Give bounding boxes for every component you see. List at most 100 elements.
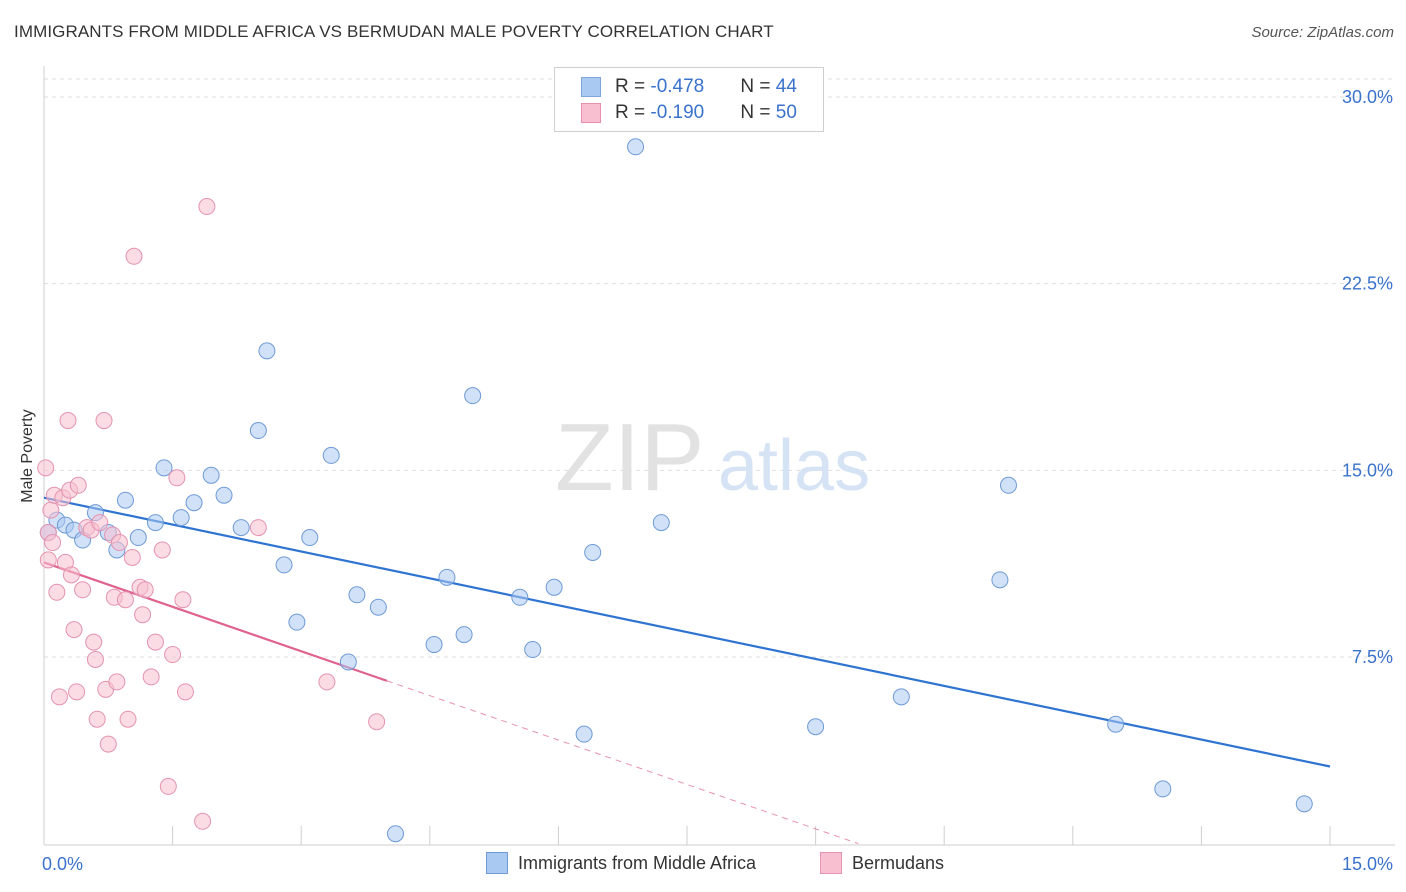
data-point-middle-africa — [146, 514, 164, 532]
data-point-bermudans — [85, 633, 103, 651]
source-label: Source: ZipAtlas.com — [1251, 24, 1394, 41]
data-point-bermudans — [44, 534, 62, 552]
data-point-bermudans — [86, 650, 104, 668]
data-point-middle-africa — [387, 825, 405, 843]
bottom-legend-bermudans[interactable]: Bermudans — [820, 852, 944, 874]
data-point-middle-africa — [339, 653, 357, 671]
data-point-middle-africa — [1154, 780, 1172, 798]
data-point-bermudans — [176, 683, 194, 701]
data-point-middle-africa — [202, 466, 220, 484]
data-point-bermudans — [136, 581, 154, 599]
data-points — [37, 138, 1313, 843]
tick-labels: 7.5% 15.0% 22.5% 30.0% 0.0% 15.0% — [42, 87, 1393, 874]
data-point-bermudans — [110, 534, 128, 552]
data-point-middle-africa — [511, 588, 529, 606]
data-point-middle-africa — [1107, 715, 1125, 733]
data-point-bermudans — [108, 673, 126, 691]
trend-line-extension-bermudans — [386, 680, 859, 845]
data-point-middle-africa — [172, 509, 190, 527]
data-point-bermudans — [62, 566, 80, 584]
data-point-middle-africa — [438, 568, 456, 586]
data-point-bermudans — [39, 551, 57, 569]
data-point-bermudans — [37, 459, 55, 477]
data-point-middle-africa — [652, 514, 670, 532]
data-point-middle-africa — [991, 571, 1009, 589]
data-point-bermudans — [153, 541, 171, 559]
y-tick-label: 30.0% — [1342, 87, 1393, 107]
data-point-middle-africa — [348, 586, 366, 604]
data-point-middle-africa — [258, 342, 276, 360]
legend-row-bermudans: R = -0.190 N = 50 — [581, 101, 797, 125]
data-point-bermudans — [146, 633, 164, 651]
legend-swatch-bermudans — [581, 103, 601, 123]
data-point-middle-africa — [1295, 795, 1313, 813]
data-point-middle-africa — [807, 718, 825, 736]
data-point-bermudans — [134, 606, 152, 624]
data-point-middle-africa — [155, 459, 173, 477]
data-point-bermudans — [91, 514, 109, 532]
legend-n-label: N = — [740, 102, 776, 123]
chart-title: IMMIGRANTS FROM MIDDLE AFRICA VS BERMUDA… — [14, 22, 774, 41]
data-point-bermudans — [50, 688, 68, 706]
data-point-bermudans — [142, 668, 160, 686]
bottom-legend-middle-africa[interactable]: Immigrants from Middle Africa — [486, 852, 756, 874]
data-point-bermudans — [194, 812, 212, 830]
data-point-bermudans — [42, 501, 60, 519]
data-point-middle-africa — [627, 138, 645, 156]
watermark: ZIP atlas — [555, 404, 870, 511]
watermark-zip: ZIP — [555, 404, 704, 511]
data-point-middle-africa — [249, 422, 267, 440]
data-point-bermudans — [159, 777, 177, 795]
data-point-bermudans — [164, 646, 182, 664]
data-point-middle-africa — [1000, 476, 1017, 494]
y-tick-label: 7.5% — [1352, 647, 1393, 667]
legend-swatch-middle-africa — [581, 77, 601, 97]
legend-n-value: 44 — [775, 76, 797, 97]
x-tick-label: 0.0% — [42, 854, 83, 874]
data-point-middle-africa — [322, 446, 340, 464]
data-point-middle-africa — [232, 519, 250, 537]
legend-r-label: R = — [615, 76, 651, 97]
data-point-bermudans — [74, 581, 92, 599]
data-point-bermudans — [69, 476, 87, 494]
data-point-bermudans — [125, 247, 143, 265]
data-point-bermudans — [123, 548, 141, 566]
data-point-bermudans — [119, 710, 137, 728]
trend-line-middle-africa — [43, 496, 1331, 768]
data-point-bermudans — [59, 412, 77, 430]
data-point-middle-africa — [301, 529, 319, 547]
data-point-middle-africa — [575, 725, 593, 743]
data-point-bermudans — [198, 198, 216, 216]
data-point-middle-africa — [545, 578, 563, 596]
data-point-middle-africa — [129, 529, 147, 547]
trend-lines — [43, 496, 1331, 845]
data-point-middle-africa — [464, 387, 482, 405]
data-point-bermudans — [48, 583, 66, 601]
bottom-legend-label-bermudans: Bermudans — [852, 852, 945, 873]
y-tick-label: 15.0% — [1342, 460, 1393, 480]
data-point-bermudans — [174, 591, 192, 609]
data-point-bermudans — [65, 621, 83, 639]
data-point-middle-africa — [524, 641, 542, 659]
data-point-bermudans — [249, 519, 267, 537]
data-point-bermudans — [116, 591, 134, 609]
legend-r-label: R = — [615, 102, 651, 123]
data-point-bermudans — [368, 713, 386, 731]
axes — [43, 66, 1395, 846]
data-point-middle-africa — [455, 626, 473, 644]
legend-r-value: -0.478 — [650, 76, 705, 97]
data-point-bermudans — [88, 710, 106, 728]
data-point-bermudans — [318, 673, 336, 691]
bottom-legend-swatch-bermudans — [820, 852, 842, 874]
data-point-bermudans — [95, 412, 113, 430]
data-point-middle-africa — [369, 598, 387, 616]
bottom-legend-swatch-middle-africa — [486, 852, 508, 874]
y-tick-label: 22.5% — [1342, 274, 1393, 294]
bottom-legend-label-middle-africa: Immigrants from Middle Africa — [518, 852, 757, 873]
legend-row-middle-africa: R = -0.478 N = 44 — [581, 75, 797, 99]
data-point-middle-africa — [215, 486, 233, 504]
data-point-bermudans — [99, 735, 117, 753]
x-tick-label: 15.0% — [1342, 854, 1393, 874]
correlation-legend: R = -0.478 N = 44 R = -0.190 N = 50 — [554, 67, 824, 132]
